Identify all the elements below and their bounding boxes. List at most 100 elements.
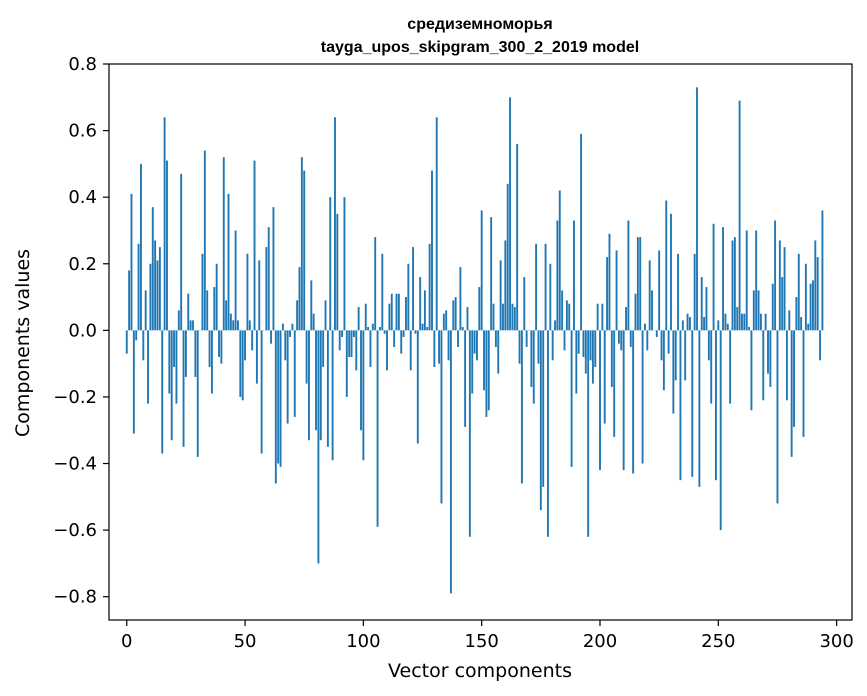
bar-284: [797, 253, 800, 331]
bar-238: [688, 317, 691, 331]
bar-205: [610, 330, 613, 387]
bar-226: [660, 330, 663, 361]
bar-161: [506, 183, 509, 331]
bar-35: [208, 330, 211, 367]
y-tick-label: 0.6: [68, 121, 97, 142]
bar-246: [707, 330, 710, 361]
y-tick-label: −0.8: [53, 587, 97, 608]
bar-191: [577, 330, 580, 354]
bar-4: [135, 330, 138, 341]
bar-40: [220, 330, 223, 364]
bar-76: [305, 330, 308, 384]
bar-77: [308, 330, 310, 441]
bar-261: [743, 313, 746, 331]
bar-241: [696, 87, 698, 331]
bar-294: [821, 210, 824, 331]
bar-278: [783, 247, 786, 331]
bar-16: [163, 117, 166, 331]
bar-251: [719, 330, 722, 531]
bar-8: [144, 290, 147, 331]
bar-264: [750, 330, 753, 411]
bar-155: [492, 303, 495, 331]
bar-140: [457, 330, 459, 347]
bar-138: [452, 300, 455, 331]
bar-254: [726, 323, 729, 331]
bar-114: [395, 293, 398, 331]
bar-153: [487, 330, 490, 411]
bar-50: [244, 330, 247, 361]
bar-125: [421, 323, 424, 331]
bar-233: [677, 253, 680, 331]
bar-29: [194, 330, 197, 377]
bar-183: [558, 190, 561, 331]
bar-281: [790, 330, 793, 457]
chart-title-line1: средиземноморья: [407, 16, 552, 33]
bar-37: [213, 287, 216, 331]
bar-27: [189, 320, 192, 331]
bar-275: [776, 330, 779, 504]
x-tick-label: 150: [465, 631, 499, 652]
bar-230: [670, 213, 672, 331]
bar-150: [480, 210, 483, 331]
x-tick-label: 250: [701, 631, 735, 652]
bar-177: [544, 243, 547, 331]
bar-93: [345, 330, 348, 397]
bar-291: [814, 240, 817, 331]
bar-98: [357, 307, 360, 331]
bar-179: [549, 263, 552, 331]
bar-263: [748, 327, 751, 331]
bar-6: [139, 163, 142, 331]
bar-142: [461, 327, 464, 331]
bar-45: [232, 320, 235, 331]
bar-162: [509, 97, 512, 331]
bar-38: [215, 263, 218, 331]
bar-286: [802, 330, 805, 437]
bar-147: [473, 330, 476, 354]
bar-67: [284, 330, 287, 361]
bar-5: [137, 243, 140, 331]
bar-279: [785, 330, 788, 401]
bar-144: [466, 307, 469, 331]
bar-231: [672, 330, 675, 414]
bar-258: [736, 307, 739, 331]
bar-257: [733, 237, 736, 331]
bar-0: [125, 330, 128, 354]
bar-255: [729, 330, 732, 404]
bar-106: [376, 330, 379, 527]
bar-123: [416, 330, 419, 444]
bar-168: [523, 277, 526, 331]
bar-266: [755, 230, 758, 331]
bar-107: [378, 327, 381, 331]
bar-118: [405, 297, 407, 331]
y-tick-label: −0.2: [53, 387, 97, 408]
bar-120: [409, 330, 412, 371]
bar-122: [414, 330, 417, 334]
y-tick-label: 0.2: [68, 254, 97, 275]
bar-289: [809, 283, 812, 331]
x-axis-ticks: 0 50 100 150 200 250 300: [121, 620, 854, 652]
bar-272: [769, 330, 772, 387]
bar-51: [246, 253, 249, 331]
bar-60: [267, 227, 270, 331]
bar-64: [277, 330, 280, 464]
bar-211: [625, 307, 627, 331]
bar-124: [419, 277, 422, 331]
bar-86: [329, 197, 332, 331]
bar-181: [554, 320, 556, 331]
bar-80: [315, 330, 317, 431]
bar-277: [781, 277, 784, 331]
bar-26: [187, 293, 190, 331]
bar-249: [714, 330, 717, 481]
bar-116: [400, 330, 403, 354]
bar-84: [324, 300, 327, 331]
bar-90: [338, 330, 341, 351]
bar-259: [738, 100, 741, 331]
bar-200: [599, 330, 601, 471]
bar-234: [679, 330, 682, 481]
bar-71: [293, 330, 296, 417]
bar-143: [464, 330, 467, 427]
bar-81: [317, 330, 320, 564]
bar-276: [778, 240, 781, 331]
bar-190: [575, 330, 578, 394]
plot-frame: [108, 63, 853, 621]
